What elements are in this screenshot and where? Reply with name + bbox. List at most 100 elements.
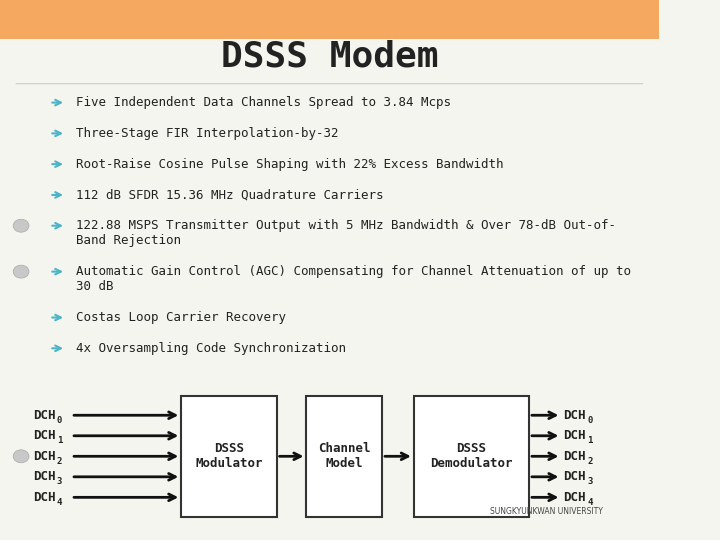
Bar (306, 8, 325, 31)
Bar (551, 8, 575, 31)
Bar (237, 2, 251, 12)
Bar (414, 396, 529, 517)
Text: Three-Stage FIR Interpolation-by-32: Three-Stage FIR Interpolation-by-32 (76, 127, 338, 140)
Bar (0, 26, 10, 35)
Text: Root-Raise Cosine Pulse Shaping with 22% Excess Bandwidth: Root-Raise Cosine Pulse Shaping with 22%… (76, 158, 503, 171)
Bar (142, 8, 160, 31)
Bar (218, 26, 230, 35)
Bar (283, 31, 294, 36)
Bar (361, 8, 379, 31)
Text: 3: 3 (57, 477, 62, 486)
Circle shape (13, 450, 29, 463)
Bar (174, 31, 184, 36)
Text: 1: 1 (57, 436, 62, 445)
Text: DSSS
Modulator: DSSS Modulator (195, 442, 263, 470)
Bar (503, 31, 513, 36)
Bar (197, 8, 215, 31)
Bar (523, 1, 536, 10)
Bar (112, 8, 136, 31)
Text: DSSS Modem: DSSS Modem (220, 40, 438, 73)
Text: DCH: DCH (563, 450, 586, 463)
Bar (612, 8, 624, 31)
Text: SUNGKYUNKWAN UNIVERSITY: SUNGKYUNKWAN UNIVERSITY (490, 508, 603, 516)
Bar (30, 29, 42, 36)
Bar (644, 29, 657, 36)
Text: 2: 2 (57, 457, 62, 465)
Text: Band Rejection: Band Rejection (76, 234, 181, 247)
Bar (63, 31, 74, 36)
Bar (181, 396, 276, 517)
Bar (96, 29, 107, 36)
Bar (283, 8, 294, 31)
Text: DCH: DCH (33, 450, 55, 463)
Bar (612, 1, 623, 8)
Bar (63, 1, 73, 8)
Text: DSSS
Demodulator: DSSS Demodulator (430, 442, 513, 470)
Bar (0, 0, 659, 39)
Bar (441, 8, 465, 31)
Text: 0: 0 (587, 416, 593, 424)
Bar (86, 8, 106, 31)
Text: Five Independent Data Channels Spread to 3.84 Mcps: Five Independent Data Channels Spread to… (76, 96, 451, 109)
Bar (567, 2, 580, 12)
Bar (392, 8, 403, 31)
Text: DCH: DCH (33, 491, 55, 504)
Bar (304, 1, 316, 10)
Text: DCH: DCH (33, 429, 55, 442)
Bar (581, 8, 599, 31)
Bar (173, 1, 184, 8)
Bar (63, 8, 74, 31)
Bar (456, 2, 470, 12)
Bar (547, 26, 559, 35)
Bar (438, 26, 449, 35)
Text: DCH: DCH (33, 409, 55, 422)
Bar (393, 31, 404, 36)
Bar (331, 8, 356, 31)
Bar (589, 1, 602, 10)
Bar (140, 29, 152, 36)
Bar (250, 29, 262, 36)
Text: Costas Loop Carrier Recovery: Costas Loop Carrier Recovery (76, 311, 286, 324)
Bar (503, 8, 513, 31)
Bar (260, 1, 272, 10)
Bar (360, 29, 372, 36)
Circle shape (13, 219, 29, 232)
Bar (221, 8, 246, 31)
Bar (32, 8, 50, 31)
Bar (205, 29, 217, 36)
Text: DCH: DCH (563, 429, 586, 442)
Bar (472, 8, 490, 31)
Bar (413, 1, 426, 10)
Bar (347, 2, 360, 12)
Bar (425, 29, 437, 36)
Bar (633, 1, 646, 10)
Bar (40, 1, 53, 10)
Bar (526, 8, 545, 31)
Text: 0: 0 (57, 416, 62, 424)
Bar (315, 29, 327, 36)
Bar (469, 29, 482, 36)
Bar (535, 29, 546, 36)
Bar (252, 8, 270, 31)
Bar (502, 1, 513, 8)
Text: 4x Oversampling Code Synchronization: 4x Oversampling Code Synchronization (76, 342, 346, 355)
Bar (636, 8, 654, 31)
Text: DCH: DCH (33, 470, 55, 483)
Text: 4: 4 (587, 498, 593, 507)
Bar (580, 29, 591, 36)
Text: 112 dB SFDR 15.36 MHz Quadrature Carriers: 112 dB SFDR 15.36 MHz Quadrature Carrier… (76, 188, 383, 201)
Text: DCH: DCH (563, 470, 586, 483)
Circle shape (13, 265, 29, 278)
Text: DCH: DCH (563, 409, 586, 422)
Bar (1, 8, 26, 31)
Text: 1: 1 (587, 436, 593, 445)
Text: 122.88 MSPS Transmitter Output with 5 MHz Bandwidth & Over 78-dB Out-of-: 122.88 MSPS Transmitter Output with 5 MH… (76, 219, 616, 232)
Text: 3: 3 (587, 477, 593, 486)
Bar (613, 31, 624, 36)
Bar (173, 8, 184, 31)
Bar (328, 26, 340, 35)
Bar (108, 26, 120, 35)
Text: Channel
Model: Channel Model (318, 442, 371, 470)
Text: Automatic Gain Control (AGC) Compensating for Channel Attenuation of up to: Automatic Gain Control (AGC) Compensatin… (76, 265, 631, 278)
Bar (17, 2, 31, 12)
